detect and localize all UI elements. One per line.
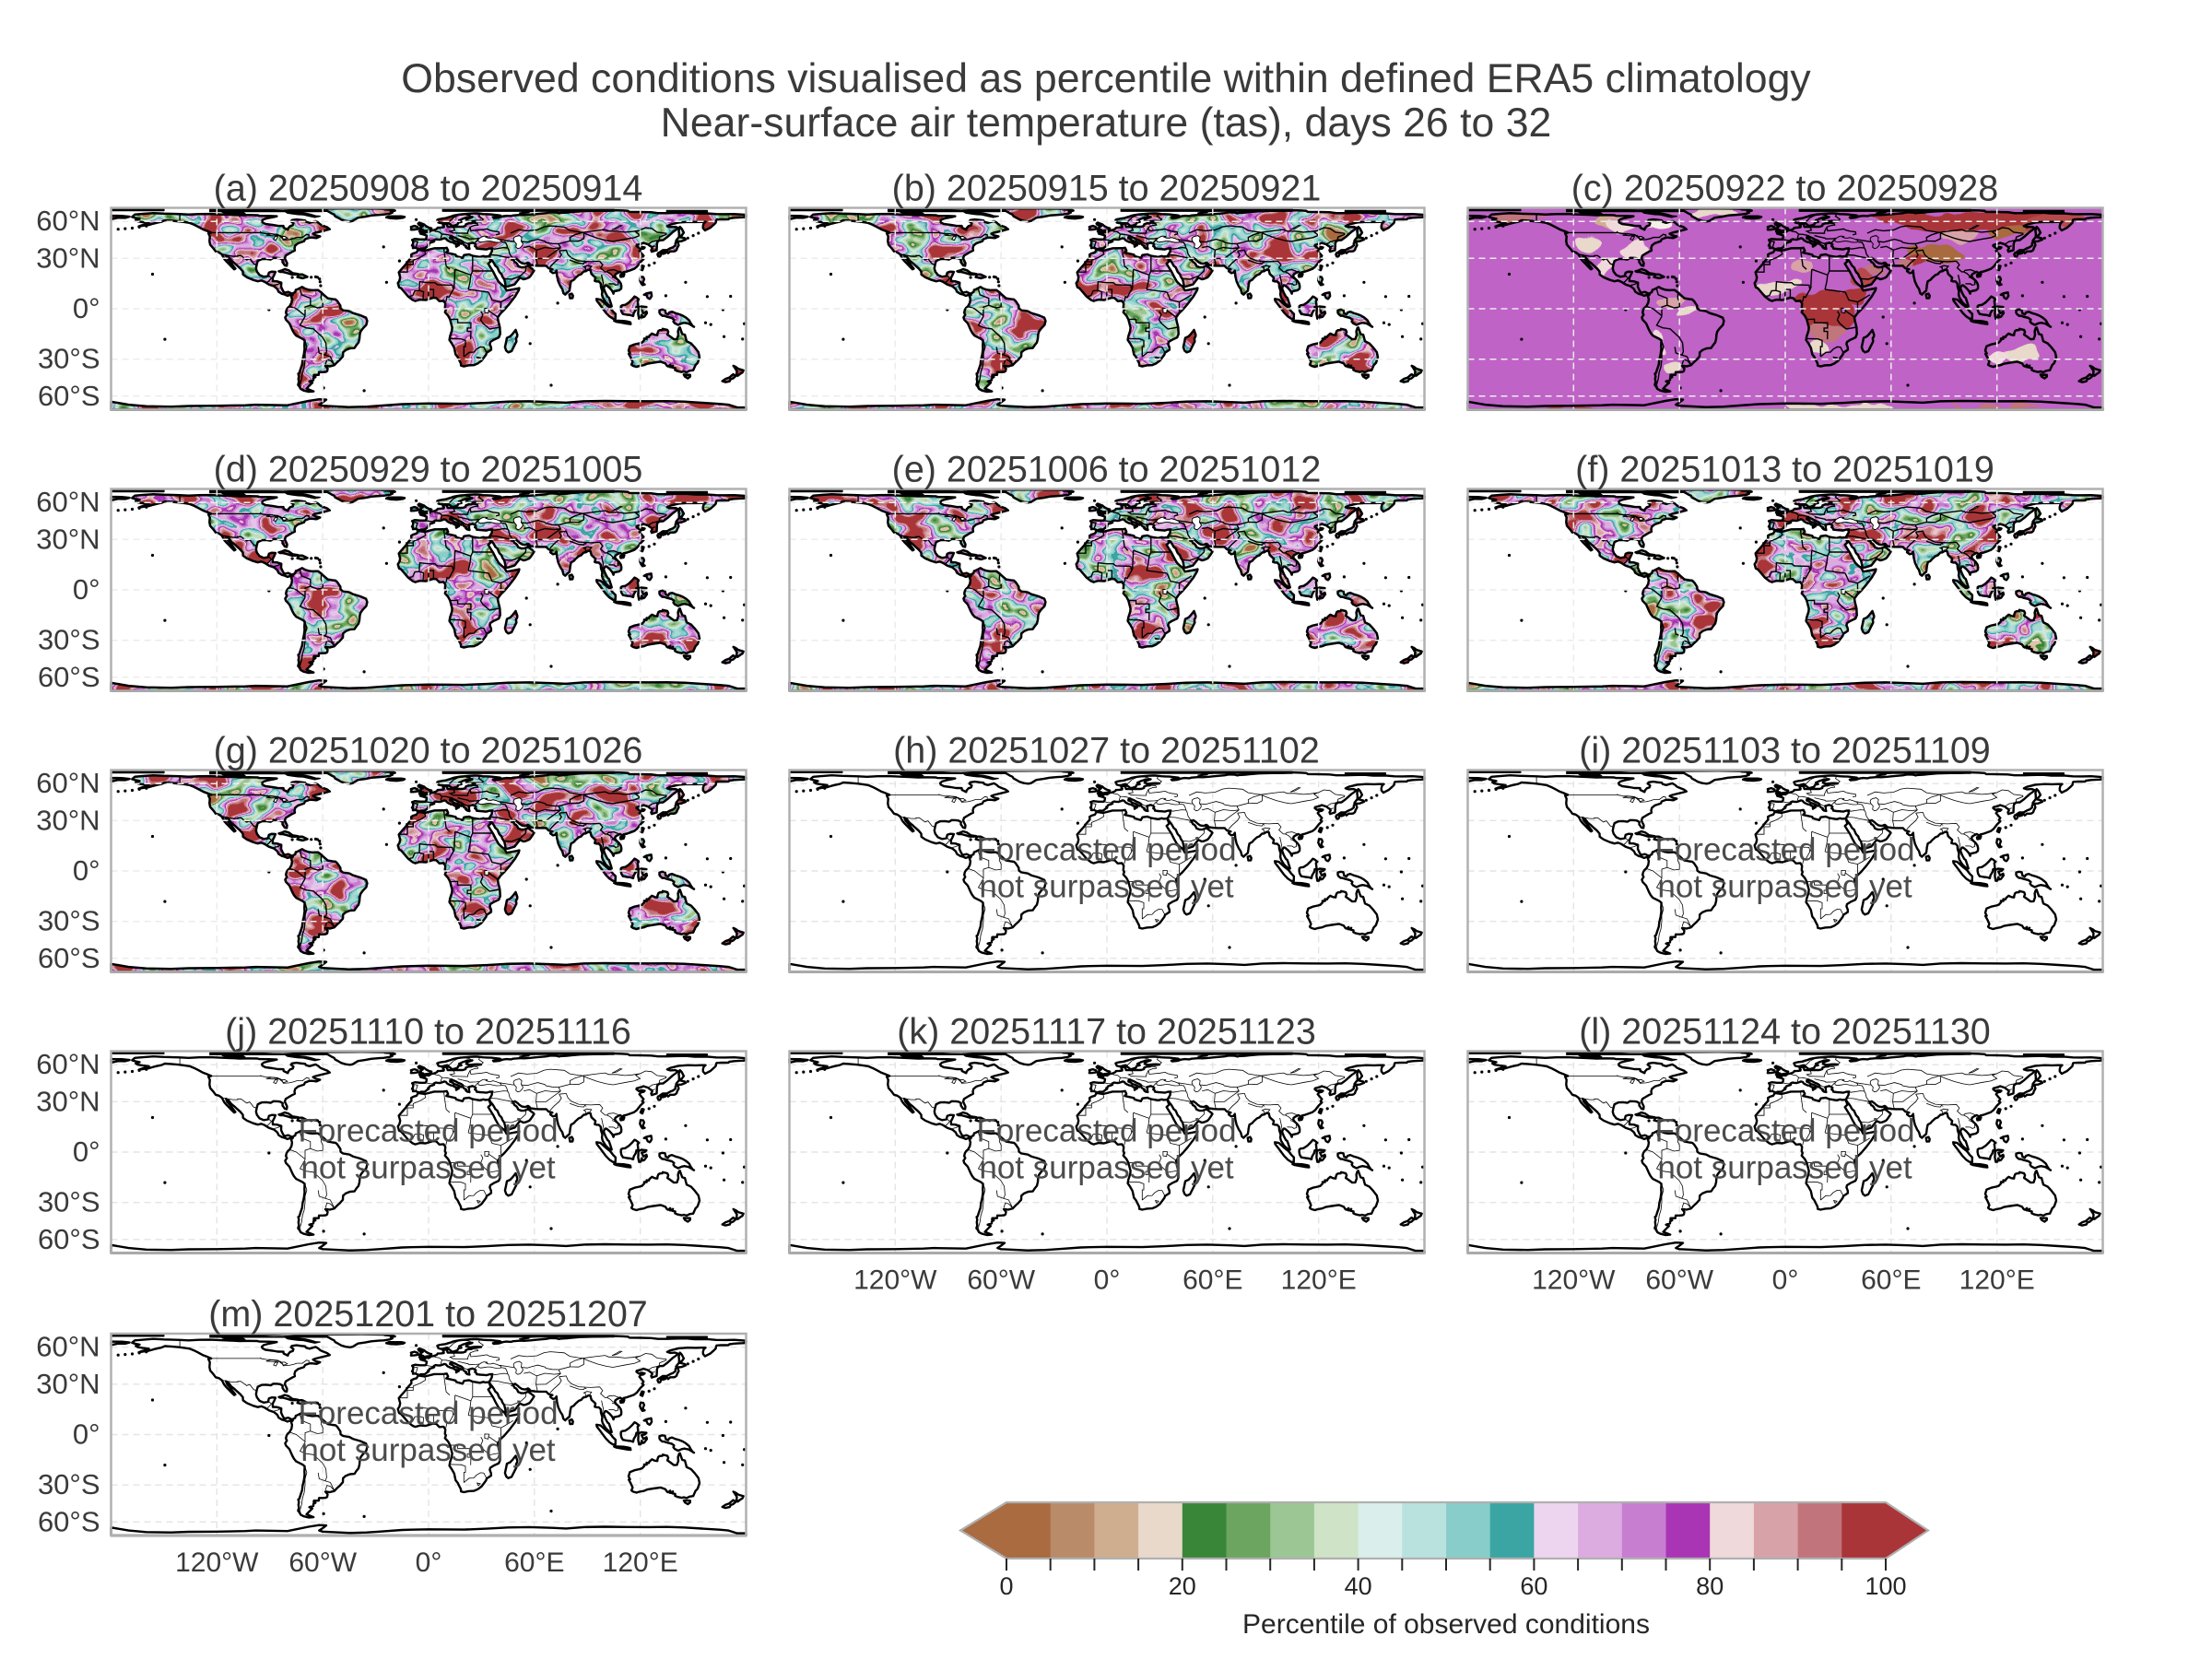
svg-text:60°S: 60°S <box>38 942 100 974</box>
svg-text:0°: 0° <box>1094 1265 1121 1296</box>
svg-text:0°: 0° <box>73 573 100 606</box>
svg-text:(h) 20251027 to 20251102: (h) 20251027 to 20251102 <box>893 731 1320 771</box>
svg-text:(l) 20251124 to 20251130: (l) 20251124 to 20251130 <box>1579 1012 1991 1053</box>
svg-text:not surpassed yet: not surpassed yet <box>300 1432 556 1468</box>
svg-text:120°W: 120°W <box>175 1547 259 1578</box>
svg-text:0°: 0° <box>73 1135 100 1168</box>
svg-text:30°S: 30°S <box>38 1186 100 1218</box>
svg-text:30°N: 30°N <box>36 1085 100 1117</box>
svg-text:0°: 0° <box>73 854 100 887</box>
svg-text:120°E: 120°E <box>603 1547 678 1578</box>
svg-text:60: 60 <box>1520 1572 1547 1600</box>
svg-text:30°N: 30°N <box>36 1368 100 1400</box>
svg-text:Observed conditions visualised: Observed conditions visualised as percen… <box>401 56 1811 101</box>
svg-text:120°W: 120°W <box>853 1265 937 1296</box>
svg-text:0: 0 <box>999 1572 1013 1600</box>
svg-text:not surpassed yet: not surpassed yet <box>979 869 1234 905</box>
svg-text:not surpassed yet: not surpassed yet <box>979 1150 1234 1186</box>
svg-text:120°E: 120°E <box>1959 1265 2035 1296</box>
svg-text:(m) 20251201 to 20251207: (m) 20251201 to 20251207 <box>208 1294 648 1335</box>
svg-text:Near-surface air temperature (: Near-surface air temperature (tas), days… <box>661 100 1552 146</box>
svg-text:100: 100 <box>1865 1572 1906 1600</box>
svg-text:60°S: 60°S <box>38 1505 100 1537</box>
svg-text:0°: 0° <box>1772 1265 1799 1296</box>
svg-text:Forecasted period: Forecasted period <box>976 832 1236 868</box>
svg-text:Forecasted period: Forecasted period <box>1654 1113 1914 1149</box>
svg-text:60°S: 60°S <box>38 380 100 412</box>
svg-text:not surpassed yet: not surpassed yet <box>1657 1150 1912 1186</box>
svg-text:(g) 20251020 to 20251026: (g) 20251020 to 20251026 <box>214 731 643 771</box>
svg-text:30°S: 30°S <box>38 905 100 937</box>
svg-text:20: 20 <box>1169 1572 1196 1600</box>
svg-text:30°S: 30°S <box>38 343 100 375</box>
svg-text:60°S: 60°S <box>38 1223 100 1255</box>
svg-text:60°E: 60°E <box>1861 1265 1921 1296</box>
svg-text:60°N: 60°N <box>36 767 100 799</box>
svg-text:30°N: 30°N <box>36 523 100 555</box>
svg-text:120°E: 120°E <box>1281 1265 1357 1296</box>
svg-text:(b) 20250915 to 20250921: (b) 20250915 to 20250921 <box>892 169 1322 209</box>
svg-text:Forecasted period: Forecasted period <box>976 1113 1236 1149</box>
svg-text:60°N: 60°N <box>36 1048 100 1080</box>
svg-text:Forecasted period: Forecasted period <box>1654 832 1914 868</box>
svg-text:(c) 20250922 to 20250928: (c) 20250922 to 20250928 <box>1571 169 1998 209</box>
svg-text:120°W: 120°W <box>1532 1265 1616 1296</box>
svg-text:(a) 20250908 to 20250914: (a) 20250908 to 20250914 <box>214 169 643 209</box>
svg-text:60°W: 60°W <box>1645 1265 1713 1296</box>
svg-text:Forecasted period: Forecasted period <box>298 1113 558 1149</box>
svg-text:not surpassed yet: not surpassed yet <box>300 1150 556 1186</box>
svg-text:0°: 0° <box>73 1418 100 1451</box>
svg-text:60°W: 60°W <box>967 1265 1035 1296</box>
svg-text:60°E: 60°E <box>1182 1265 1242 1296</box>
svg-text:60°N: 60°N <box>36 205 100 237</box>
svg-text:60°N: 60°N <box>36 486 100 518</box>
svg-text:60°W: 60°W <box>288 1547 357 1578</box>
svg-text:30°S: 30°S <box>38 1468 100 1500</box>
svg-text:not surpassed yet: not surpassed yet <box>1657 869 1912 905</box>
svg-text:Percentile of observed conditi: Percentile of observed conditions <box>1242 1609 1650 1640</box>
svg-text:0°: 0° <box>416 1547 442 1578</box>
svg-text:0°: 0° <box>73 292 100 324</box>
svg-text:60°S: 60°S <box>38 661 100 693</box>
svg-text:(j) 20251110 to 20251116: (j) 20251110 to 20251116 <box>225 1012 631 1053</box>
svg-text:30°N: 30°N <box>36 241 100 274</box>
svg-text:(f) 20251013 to 20251019: (f) 20251013 to 20251019 <box>1575 450 1994 490</box>
svg-text:40: 40 <box>1345 1572 1372 1600</box>
svg-text:(e) 20251006 to 20251012: (e) 20251006 to 20251012 <box>892 450 1322 490</box>
svg-text:30°N: 30°N <box>36 804 100 836</box>
svg-text:60°E: 60°E <box>504 1547 564 1578</box>
svg-text:30°S: 30°S <box>38 624 100 656</box>
svg-text:Forecasted period: Forecasted period <box>298 1395 558 1431</box>
svg-text:(d) 20250929 to 20251005: (d) 20250929 to 20251005 <box>214 450 643 490</box>
svg-text:(k) 20251117 to 20251123: (k) 20251117 to 20251123 <box>897 1012 1316 1053</box>
svg-text:(i) 20251103 to 20251109: (i) 20251103 to 20251109 <box>1579 731 1991 771</box>
svg-text:60°N: 60°N <box>36 1331 100 1363</box>
svg-text:80: 80 <box>1696 1572 1724 1600</box>
